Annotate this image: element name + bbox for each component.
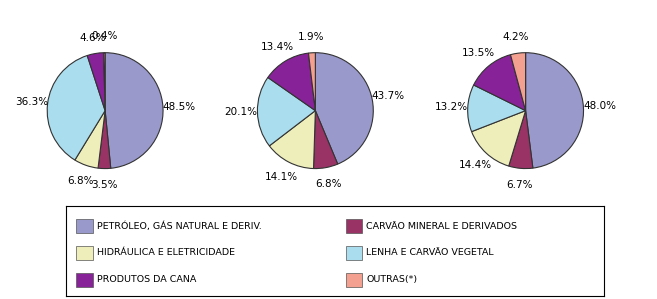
Wedge shape [47,56,105,160]
FancyBboxPatch shape [76,246,93,260]
Wedge shape [472,111,526,166]
Wedge shape [526,53,583,168]
Wedge shape [104,53,105,111]
Text: 4.6%: 4.6% [79,33,106,42]
Wedge shape [308,53,315,111]
FancyBboxPatch shape [76,219,93,233]
Wedge shape [258,77,315,146]
Text: 48.5%: 48.5% [163,102,196,112]
Wedge shape [268,53,315,111]
Text: 13.2%: 13.2% [435,102,468,112]
Wedge shape [269,111,315,169]
Text: 14.4%: 14.4% [459,160,491,170]
Wedge shape [75,111,105,168]
FancyBboxPatch shape [346,219,362,233]
Wedge shape [315,53,373,164]
Text: PRODUTOS DA CANA: PRODUTOS DA CANA [97,275,196,284]
Wedge shape [468,85,526,132]
Text: 0.4%: 0.4% [91,31,118,42]
Text: 1.9%: 1.9% [298,32,324,42]
Text: 6.7%: 6.7% [506,179,533,190]
Wedge shape [474,55,526,111]
Text: 6.8%: 6.8% [315,179,342,189]
Wedge shape [98,111,111,169]
Text: 13.5%: 13.5% [462,48,495,58]
FancyBboxPatch shape [346,273,362,286]
Wedge shape [510,53,526,111]
Text: 20.1%: 20.1% [225,107,258,117]
Text: OUTRAS(*): OUTRAS(*) [367,275,417,284]
Text: CARVÃO MINERAL E DERIVADOS: CARVÃO MINERAL E DERIVADOS [367,222,517,231]
Text: 43.7%: 43.7% [371,91,405,101]
Text: 3.5%: 3.5% [91,180,118,190]
Wedge shape [509,111,533,169]
Text: LENHA E CARVÃO VEGETAL: LENHA E CARVÃO VEGETAL [367,248,494,257]
Text: 48.0%: 48.0% [583,101,616,111]
Text: 13.4%: 13.4% [261,42,294,52]
FancyBboxPatch shape [76,273,93,286]
Wedge shape [87,53,105,111]
FancyBboxPatch shape [346,246,362,260]
Text: HIDRÁULICA E ELETRICIDADE: HIDRÁULICA E ELETRICIDADE [97,248,235,257]
Text: 14.1%: 14.1% [265,172,298,181]
Text: 6.8%: 6.8% [68,176,94,186]
Text: 4.2%: 4.2% [503,32,529,42]
Wedge shape [105,53,163,168]
Text: PETRÓLEO, GÁS NATURAL E DERIV.: PETRÓLEO, GÁS NATURAL E DERIV. [97,221,261,231]
Wedge shape [313,111,338,169]
Text: 36.3%: 36.3% [15,97,48,107]
